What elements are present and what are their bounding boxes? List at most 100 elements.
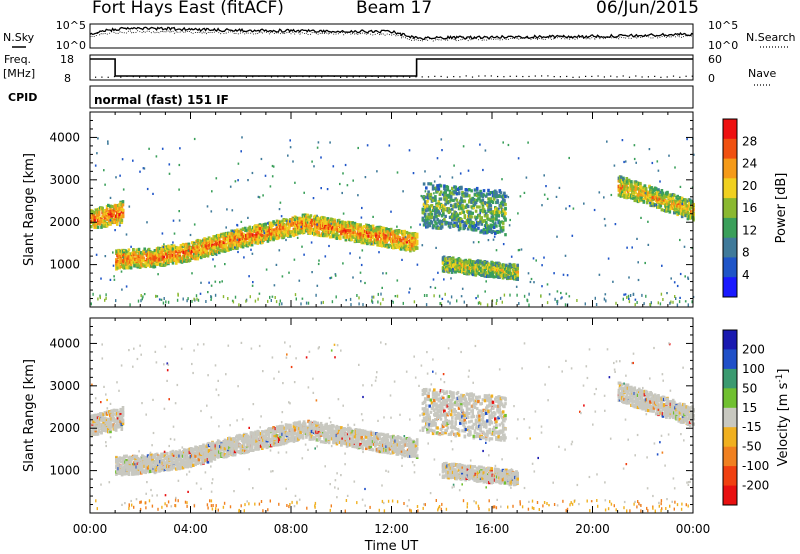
power-cell [410, 226, 412, 229]
power-cell [504, 211, 507, 216]
power-cell [485, 212, 488, 216]
power-cell [548, 293, 551, 296]
noise-left-tick: 10^0 [56, 39, 86, 52]
power-cell [265, 268, 268, 271]
power-cell [475, 186, 479, 191]
station-title: Fort Hays East (fitACF) [92, 0, 284, 18]
power-cell [126, 262, 129, 266]
power-cell [543, 193, 546, 196]
nave-point [679, 76, 681, 78]
power-cell [294, 181, 296, 184]
power-cell [396, 279, 399, 282]
power-cell [556, 300, 558, 304]
power-cell [639, 181, 642, 186]
power-cell [258, 292, 261, 295]
power-cell [367, 240, 370, 244]
power-cell [345, 232, 349, 236]
power-cell [193, 253, 195, 256]
power-cell [270, 221, 273, 225]
power-cell [306, 221, 309, 224]
power-cell [142, 295, 144, 299]
date-title: 06/Jun/2015 [596, 0, 699, 18]
power-cell [502, 141, 504, 144]
power-cell [583, 202, 585, 205]
power-cell [280, 225, 283, 229]
power-cell [501, 225, 505, 229]
power-cell [546, 283, 549, 286]
nave-point [660, 76, 662, 78]
power-cell [105, 208, 109, 212]
power-cell [300, 302, 302, 306]
power-cell [359, 271, 362, 274]
power-cell [175, 250, 178, 254]
cpid-text: normal (fast) 151 IF [94, 93, 229, 107]
power-cell [208, 281, 210, 284]
power-cell [166, 249, 169, 253]
power-cell [210, 295, 212, 299]
power-cell [480, 222, 483, 226]
nave-tick-bottom: 0 [708, 72, 715, 85]
power-cell [136, 265, 140, 269]
power-cell [403, 229, 406, 233]
power-cell [361, 206, 363, 210]
nave-point [402, 76, 404, 78]
nave-point [289, 76, 291, 78]
power-cell [310, 241, 313, 244]
power-cell [275, 230, 279, 234]
nave-point [453, 75, 455, 78]
power-cell [424, 202, 427, 205]
power-cell [301, 245, 303, 248]
power-cell [281, 219, 284, 223]
power-cell [372, 215, 374, 218]
power-cell [142, 259, 145, 263]
power-cell [686, 210, 690, 214]
power-cell [508, 224, 511, 227]
power-cell [491, 215, 495, 220]
power-cell [334, 274, 337, 277]
power-cell [424, 190, 427, 193]
nave-point [484, 75, 486, 77]
power-cell [453, 164, 455, 167]
power-cell [516, 270, 519, 274]
power-cell [426, 199, 429, 203]
power-cell [638, 186, 641, 191]
power-cell [495, 249, 498, 252]
nave-point [120, 76, 122, 78]
nave-point [478, 75, 480, 77]
power-cell [215, 177, 218, 180]
power-cell [594, 296, 596, 300]
power-cell [675, 211, 678, 215]
power-cell [633, 144, 636, 147]
power-cell [446, 209, 450, 213]
power-cell [283, 227, 287, 231]
power-cell [389, 227, 393, 231]
power-cell [626, 296, 628, 299]
power-cell [482, 265, 486, 270]
power-cell [459, 266, 463, 270]
power-cell [451, 176, 454, 179]
power-cell [278, 302, 281, 306]
nave-point [685, 75, 687, 77]
power-cell [457, 204, 461, 209]
power-cell [330, 276, 333, 279]
power-cell [211, 190, 213, 193]
power-cell [161, 257, 165, 261]
power-cell [206, 239, 210, 244]
power-cell [492, 197, 496, 201]
power-cell [320, 156, 322, 159]
nave-point [352, 76, 354, 78]
power-cell [451, 269, 455, 273]
power-cell [485, 260, 489, 264]
power-cell [564, 254, 567, 257]
power-cell [146, 263, 150, 267]
power-cell [535, 259, 537, 262]
power-cell [132, 257, 135, 261]
power-cell [236, 224, 239, 227]
power-cell [261, 234, 264, 238]
power-cell [684, 300, 687, 303]
power-cell [109, 219, 112, 222]
power-cell [409, 242, 412, 247]
power-cell [269, 185, 272, 188]
power-cell [117, 209, 120, 213]
power-cell [456, 259, 459, 264]
